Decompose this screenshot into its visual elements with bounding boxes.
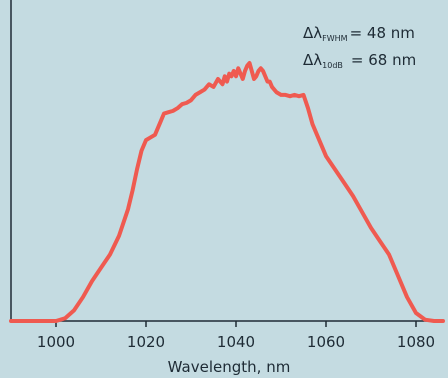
x-tick-label-1040: 1040 — [217, 333, 255, 351]
x-tick-label-1000: 1000 — [37, 333, 75, 351]
annotation-10db: Δλ10dB = 68 nm — [303, 51, 416, 70]
x-axis-label: Wavelength, nm — [168, 358, 291, 376]
x-tick-label-1020: 1020 — [127, 333, 165, 351]
anno-10db-value: = 68 nm — [351, 51, 416, 69]
anno-10db-subscript: 10dB — [322, 61, 343, 70]
svg-text:ΔλFWHM= 48 nm: ΔλFWHM = 48 nm — [303, 24, 415, 43]
x-tick-label-1080: 1080 — [397, 333, 435, 351]
anno-fwhm-value: = 48 nm — [350, 24, 415, 42]
x-tick-group: 1000 1020 1040 1060 1080 — [37, 321, 435, 351]
annotation-fwhm: ΔλFWHM = 48 nm — [303, 24, 415, 43]
anno-fwhm-subscript: FWHM — [322, 34, 348, 43]
svg-text:Δλ10dB= 68 nm: Δλ10dB = 68 nm — [303, 51, 416, 70]
x-tick-label-1060: 1060 — [307, 333, 345, 351]
anno-fwhm-symbol: Δλ — [303, 24, 322, 42]
spectrum-line — [9, 60, 445, 323]
anno-10db-symbol: Δλ — [303, 51, 322, 69]
